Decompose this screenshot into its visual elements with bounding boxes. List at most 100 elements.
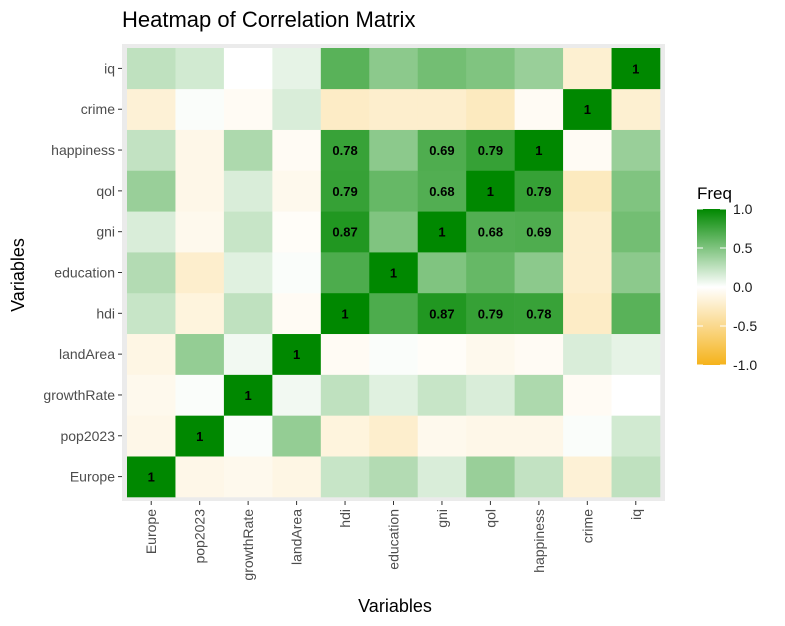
heatmap-cell xyxy=(514,456,564,498)
x-tick-label: Europe xyxy=(143,509,159,554)
y-tick-label: qol xyxy=(96,183,115,199)
heatmap-cell xyxy=(611,129,661,171)
heatmap-cell xyxy=(223,333,273,375)
y-tick-label: gni xyxy=(96,224,115,240)
heatmap-cell xyxy=(272,456,322,498)
heatmap-cell xyxy=(563,88,612,130)
heatmap-cell xyxy=(563,48,612,90)
heatmap-cell xyxy=(563,456,612,498)
heatmap-cell xyxy=(127,456,176,498)
cell-value-label: 0.68 xyxy=(429,184,454,199)
y-tick-label: happiness xyxy=(51,142,115,158)
heatmap-cell xyxy=(272,374,322,416)
heatmap-cell xyxy=(369,170,419,212)
heatmap-cell xyxy=(466,170,515,212)
heatmap-cell xyxy=(320,415,370,457)
heatmap-cell xyxy=(320,88,370,130)
heatmap-cell xyxy=(369,88,419,130)
cell-value-label: 1 xyxy=(341,306,348,321)
heatmap-cell xyxy=(320,456,370,498)
y-axis-ticks: Europe pop2023 growthRate landArea hdi educat… xyxy=(43,60,122,485)
heatmap-cell xyxy=(223,129,273,171)
heatmap-cell xyxy=(417,252,467,294)
heatmap-cell xyxy=(320,374,370,416)
heatmap-cell xyxy=(272,48,322,90)
heatmap-cell xyxy=(272,88,322,130)
heatmap-cell xyxy=(466,48,515,90)
cell-value-label: 1 xyxy=(390,266,397,281)
legend-tick-label: 1.0 xyxy=(733,201,753,217)
heatmap-cell xyxy=(466,333,515,375)
cell-value-label: 1 xyxy=(293,347,300,362)
heatmap-cell xyxy=(272,333,322,375)
cell-value-label: 0.87 xyxy=(429,306,454,321)
heatmap-cell xyxy=(175,48,225,90)
heatmap-cell xyxy=(514,88,564,130)
y-axis-title: Variables xyxy=(8,238,28,312)
heatmap-cell xyxy=(223,170,273,212)
x-tick-label: happiness xyxy=(531,509,547,573)
cell-value-label: 1 xyxy=(438,225,445,240)
heatmap-cell xyxy=(320,48,370,90)
heatmap-cell xyxy=(466,374,515,416)
heatmap-cell xyxy=(417,292,467,335)
heatmap-cell xyxy=(272,415,322,457)
heatmap-cell xyxy=(611,415,661,457)
heatmap-cells xyxy=(127,48,661,498)
color-legend: Freq 1.0 0.5 0.0 -0.5 -1.0 xyxy=(697,184,757,373)
heatmap-cell xyxy=(417,456,467,498)
legend-tick-label: -0.5 xyxy=(733,318,757,334)
cell-value-label: 1 xyxy=(584,102,591,117)
x-tick-label: crime xyxy=(579,509,595,543)
cell-value-label: 1 xyxy=(632,61,639,76)
heatmap-cell xyxy=(175,252,225,294)
cell-value-label: 1 xyxy=(535,143,542,158)
heatmap-cell xyxy=(127,88,176,130)
heatmap-cell xyxy=(563,292,612,335)
cell-value-label: 0.68 xyxy=(478,225,503,240)
heatmap-cell xyxy=(175,129,225,171)
heatmap-cell xyxy=(223,211,273,253)
heatmap-cell xyxy=(175,415,225,457)
heatmap-cell xyxy=(417,129,467,171)
heatmap-cell xyxy=(369,456,419,498)
heatmap-cell xyxy=(563,415,612,457)
legend-tick-label: 0.0 xyxy=(733,279,753,295)
heatmap-cell xyxy=(514,252,564,294)
heatmap-cell xyxy=(611,88,661,130)
heatmap-cell xyxy=(320,333,370,375)
heatmap-cell xyxy=(514,415,564,457)
heatmap-cell xyxy=(417,211,467,253)
cell-value-label: 0.79 xyxy=(478,306,503,321)
x-axis-title: Variables xyxy=(358,596,432,616)
heatmap-cell xyxy=(127,292,176,335)
heatmap-cell xyxy=(369,374,419,416)
heatmap-cell xyxy=(223,88,273,130)
heatmap-cell xyxy=(272,129,322,171)
heatmap-cell xyxy=(127,252,176,294)
heatmap-cell xyxy=(175,170,225,212)
x-tick-label: landArea xyxy=(289,509,305,565)
heatmap-cell xyxy=(320,252,370,294)
heatmap-cell xyxy=(369,333,419,375)
heatmap-cell xyxy=(175,88,225,130)
y-tick-label: growthRate xyxy=(43,387,115,403)
heatmap-cell xyxy=(466,456,515,498)
cell-value-label: 0.79 xyxy=(332,184,357,199)
heatmap-cell xyxy=(127,48,176,90)
x-tick-label: growthRate xyxy=(240,509,256,581)
heatmap-cell xyxy=(127,211,176,253)
y-tick-label: hdi xyxy=(96,305,115,321)
heatmap-cell xyxy=(320,292,370,335)
heatmap-cell xyxy=(417,374,467,416)
x-tick-label: qol xyxy=(482,509,498,528)
cell-value-label: 0.78 xyxy=(526,306,551,321)
heatmap-cell xyxy=(514,211,564,253)
cell-value-label: 1 xyxy=(148,470,155,485)
heatmap-cell xyxy=(466,129,515,171)
x-tick-label: pop2023 xyxy=(192,509,208,564)
cell-value-label: 0.78 xyxy=(332,143,357,158)
x-tick-label: education xyxy=(386,509,402,570)
y-tick-label: iq xyxy=(104,60,115,76)
y-tick-label: education xyxy=(54,265,115,281)
